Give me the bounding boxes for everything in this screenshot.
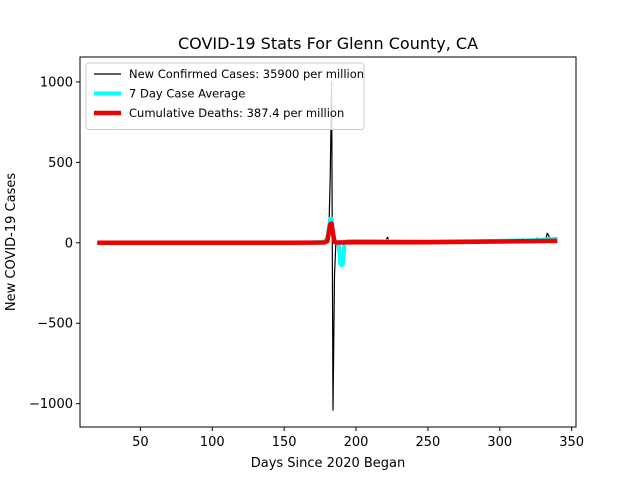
x-tick-label: 50 — [132, 435, 149, 450]
legend-entry-label: New Confirmed Cases: 35900 per million — [129, 67, 364, 81]
y-axis: −1000 −500 0 500 1000 — [29, 75, 80, 412]
y-tick-label: 0 — [65, 236, 73, 251]
legend-box — [85, 62, 365, 130]
x-tick-label: 300 — [487, 435, 512, 450]
y-tick-label: 500 — [48, 156, 73, 171]
legend-entry-label: 7 Day Case Average — [129, 87, 245, 101]
y-axis-label: New COVID-19 Cases — [4, 173, 19, 311]
plot-area-frame — [79, 56, 577, 428]
legend: New Confirmed Cases: 35900 per million 7 … — [85, 62, 365, 130]
chart-title: COVID-19 Stats For Glenn County, CA — [178, 34, 478, 53]
x-tick-label: 200 — [344, 435, 369, 450]
x-tick-label: 150 — [272, 435, 297, 450]
legend-entry-label: Cumulative Deaths: 387.4 per million — [129, 106, 344, 120]
x-tick-label: 350 — [559, 435, 584, 450]
series-line-1 — [97, 81, 558, 411]
y-tick-label: 1000 — [40, 75, 73, 90]
y-tick-label: −1000 — [29, 397, 73, 412]
x-tick-label: 100 — [200, 435, 225, 450]
y-tick-label: −500 — [37, 317, 73, 332]
series-line-3 — [97, 221, 558, 246]
x-tick-label: 250 — [416, 435, 441, 450]
x-axis-label: Days Since 2020 Began — [251, 456, 406, 471]
x-axis: 50 100 150 200 250 300 350 — [132, 427, 584, 450]
series-layer — [97, 81, 558, 411]
